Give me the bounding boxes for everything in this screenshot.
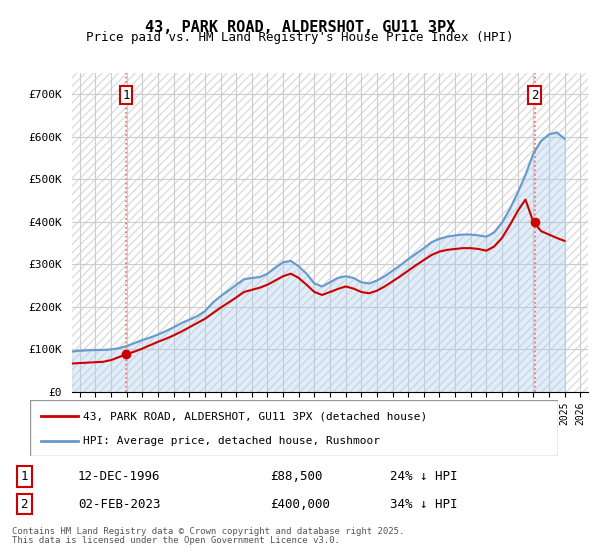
- Text: £88,500: £88,500: [270, 470, 323, 483]
- Text: 1: 1: [122, 89, 130, 102]
- Text: 34% ↓ HPI: 34% ↓ HPI: [390, 498, 458, 511]
- Text: £400,000: £400,000: [270, 498, 330, 511]
- Text: Contains HM Land Registry data © Crown copyright and database right 2025.: Contains HM Land Registry data © Crown c…: [12, 528, 404, 536]
- Text: 12-DEC-1996: 12-DEC-1996: [78, 470, 161, 483]
- Text: 24% ↓ HPI: 24% ↓ HPI: [390, 470, 458, 483]
- FancyBboxPatch shape: [30, 400, 558, 456]
- Text: 43, PARK ROAD, ALDERSHOT, GU11 3PX (detached house): 43, PARK ROAD, ALDERSHOT, GU11 3PX (deta…: [83, 411, 427, 421]
- Text: 1: 1: [20, 470, 28, 483]
- Text: Price paid vs. HM Land Registry's House Price Index (HPI): Price paid vs. HM Land Registry's House …: [86, 31, 514, 44]
- Text: 02-FEB-2023: 02-FEB-2023: [78, 498, 161, 511]
- Text: 43, PARK ROAD, ALDERSHOT, GU11 3PX: 43, PARK ROAD, ALDERSHOT, GU11 3PX: [145, 20, 455, 35]
- Text: This data is licensed under the Open Government Licence v3.0.: This data is licensed under the Open Gov…: [12, 536, 340, 545]
- Text: 2: 2: [20, 498, 28, 511]
- Text: 2: 2: [531, 89, 538, 102]
- Text: HPI: Average price, detached house, Rushmoor: HPI: Average price, detached house, Rush…: [83, 436, 380, 446]
